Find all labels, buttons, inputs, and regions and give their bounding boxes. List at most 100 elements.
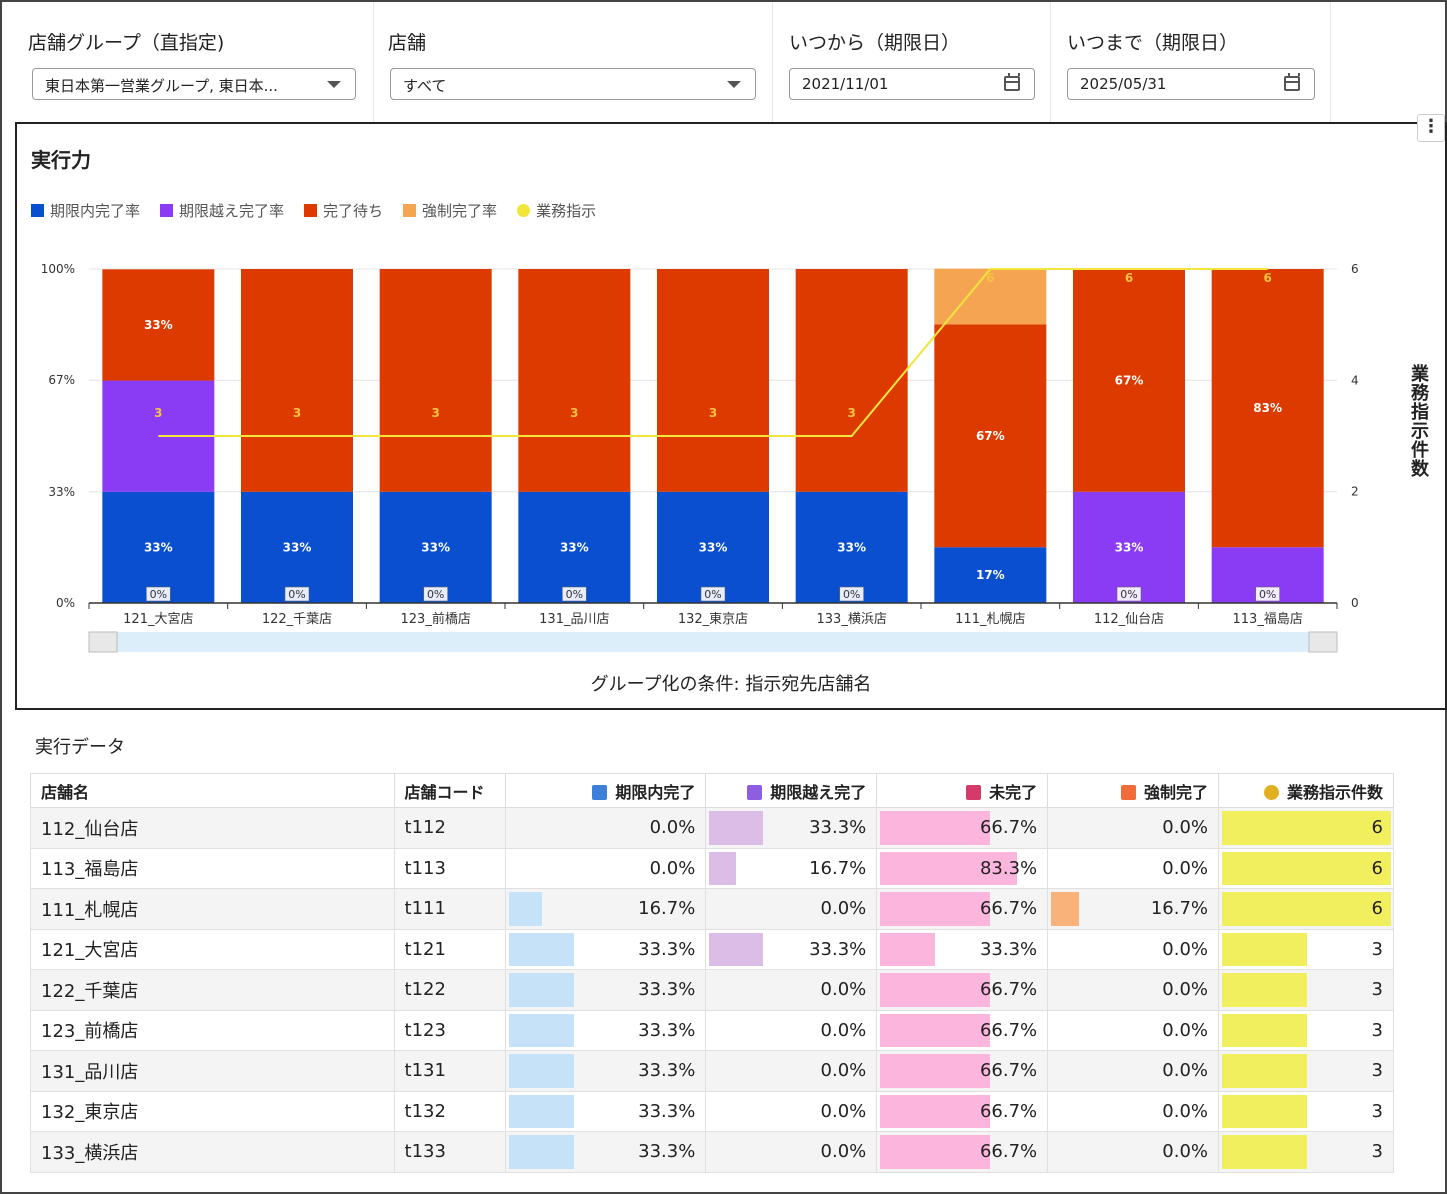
incomplete-data-bar [880, 1135, 991, 1169]
legend-label: 期限越え完了率 [179, 202, 285, 220]
store-code-text: t111 [404, 898, 446, 920]
cell-store-code: t113 [393, 847, 506, 889]
bar-segment[interactable] [241, 491, 353, 603]
legend-item[interactable]: 強制完了率 [403, 200, 497, 221]
cell-late: 0.0% [705, 1009, 878, 1051]
cell-store-code: t122 [393, 969, 506, 1011]
bar-segment[interactable] [1211, 269, 1324, 548]
late-swatch-icon [747, 784, 763, 800]
bar-segment[interactable] [1073, 269, 1185, 492]
table-row[interactable]: 131_品川店 t131 33.3% 0.0% 66.7% 0.0% 3 [30, 1050, 1394, 1092]
legend-item[interactable]: 期限内完了率 [31, 200, 140, 221]
calendar-icon[interactable] [1004, 73, 1020, 91]
range-handle-right[interactable] [1308, 631, 1338, 653]
ontime-swatch-icon [592, 784, 608, 800]
range-handle-left[interactable] [88, 631, 118, 653]
legend-label: 完了待ち [323, 202, 384, 220]
store-name-text: 133_横浜店 [41, 1142, 139, 1164]
bar-segment[interactable] [379, 269, 492, 492]
cell-count: 6 [1218, 807, 1394, 849]
incomplete-data-bar [880, 851, 1018, 885]
bar-segment[interactable] [102, 491, 215, 603]
bar-segment[interactable] [241, 269, 353, 492]
table-row[interactable]: 122_千葉店 t122 33.3% 0.0% 66.7% 0.0% 3 [30, 969, 1394, 1011]
from-date-input[interactable]: 2021/11/01 [789, 68, 1035, 100]
zero-label-box [839, 586, 864, 602]
table-row[interactable]: 112_仙台店 t112 0.0% 33.3% 66.7% 0.0% 6 [30, 807, 1394, 849]
bar-segment[interactable] [379, 491, 492, 603]
to-date-input[interactable]: 2025/05/31 [1067, 68, 1315, 100]
legend-item[interactable]: 期限越え完了率 [160, 200, 284, 221]
zero-data-label: 0% [843, 588, 860, 601]
calendar-icon[interactable] [1284, 73, 1300, 91]
more-vert-icon[interactable]: ⋮ [1417, 114, 1445, 142]
table-row[interactable]: 132_東京店 t132 33.3% 0.0% 66.7% 0.0% 3 [30, 1090, 1394, 1132]
late-value: 0.0% [820, 898, 867, 920]
filter-bar: 店舗グループ（直指定) 東日本第一営業グループ, 東日本... 店舗 すべて い… [2, 2, 1445, 122]
col-header-store-name[interactable]: 店舗名 [30, 773, 395, 808]
col-header-count[interactable]: 業務指示件数 [1218, 773, 1394, 808]
y-tick-label: 67% [48, 373, 75, 387]
late-value: 33.3% [809, 817, 867, 839]
forced-value: 0.0% [1162, 817, 1208, 839]
cell-forced: 0.0% [1047, 1090, 1219, 1132]
line-data-label: 3 [847, 406, 855, 420]
store-select[interactable]: すべて [390, 68, 756, 100]
bar-segment[interactable] [657, 269, 769, 492]
store-group-select[interactable]: 東日本第一営業グループ, 東日本... [32, 68, 356, 100]
col-header-ontime-label: 期限内完了 [615, 782, 696, 802]
table-row[interactable]: 113_福島店 t113 0.0% 16.7% 83.3% 0.0% 6 [30, 847, 1394, 889]
bar-segment[interactable] [795, 491, 908, 603]
y2-tick-label: 6 [1351, 262, 1359, 276]
x-tick-label: 112_仙台店 [1094, 612, 1164, 627]
incomplete-value: 66.7% [979, 817, 1038, 839]
late-value: 0.0% [820, 1141, 867, 1163]
bar-segment[interactable] [795, 269, 908, 492]
col-header-late[interactable]: 期限越え完了 [705, 773, 878, 808]
store-name-text: 113_福島店 [41, 859, 139, 881]
execution-data-table: 店舗名 店舗コード 期限内完了 期限越え完了 未完了 強制完了 業務指示件数 1… [30, 773, 1394, 1173]
cell-count: 3 [1218, 1131, 1394, 1173]
table-row[interactable]: 133_横浜店 t133 33.3% 0.0% 66.7% 0.0% 3 [30, 1131, 1394, 1173]
line-data-label: 6 [986, 271, 994, 285]
cell-count: 6 [1218, 847, 1394, 889]
cell-count: 3 [1218, 1050, 1394, 1092]
cell-store-name: 111_札幌店 [30, 888, 395, 930]
bar-segment[interactable] [518, 491, 631, 603]
chevron-down-icon [327, 81, 341, 88]
line-data-label: 3 [570, 406, 578, 420]
legend-item[interactable]: 業務指示 [517, 200, 596, 221]
cell-count: 6 [1218, 888, 1394, 930]
filter-to-date: いつまで（期限日） 2025/05/31 [1051, 2, 1331, 122]
zero-label-box [562, 586, 587, 602]
store-code-text: t123 [404, 1019, 446, 1041]
ontime-data-bar [508, 1054, 574, 1088]
col-header-store-code[interactable]: 店舗コード [393, 773, 506, 808]
bar-segment[interactable] [934, 547, 1047, 603]
cell-ontime: 33.3% [504, 1131, 707, 1173]
count-data-bar [1222, 892, 1391, 926]
line-series[interactable] [158, 268, 1268, 437]
col-header-forced[interactable]: 強制完了 [1047, 773, 1219, 808]
bar-segment[interactable] [934, 324, 1047, 548]
cell-count: 3 [1218, 928, 1394, 970]
bar-segment[interactable] [518, 269, 631, 492]
table-row[interactable]: 121_大宮店 t121 33.3% 33.3% 33.3% 0.0% 3 [30, 928, 1394, 970]
legend-item[interactable]: 完了待ち [304, 200, 383, 221]
bar-segment[interactable] [102, 269, 215, 381]
bar-segment[interactable] [657, 491, 769, 603]
col-header-incomplete[interactable]: 未完了 [876, 773, 1049, 808]
store-name-text: 131_品川店 [41, 1061, 139, 1083]
bar-data-label: 83% [1253, 401, 1282, 415]
incomplete-data-bar [880, 1094, 991, 1128]
cell-forced: 0.0% [1047, 1131, 1219, 1173]
store-code-text: t133 [404, 1141, 446, 1163]
range-scrollbar[interactable] [89, 632, 1337, 652]
count-value: 6 [1371, 898, 1383, 920]
cell-incomplete: 66.7% [876, 807, 1049, 849]
table-row[interactable]: 123_前橋店 t123 33.3% 0.0% 66.7% 0.0% 3 [30, 1009, 1394, 1051]
x-tick-label: 123_前橋店 [401, 611, 471, 627]
table-row[interactable]: 111_札幌店 t111 16.7% 0.0% 66.7% 16.7% 6 [30, 888, 1394, 930]
bar-segment[interactable] [1073, 491, 1185, 603]
col-header-ontime[interactable]: 期限内完了 [504, 773, 707, 808]
